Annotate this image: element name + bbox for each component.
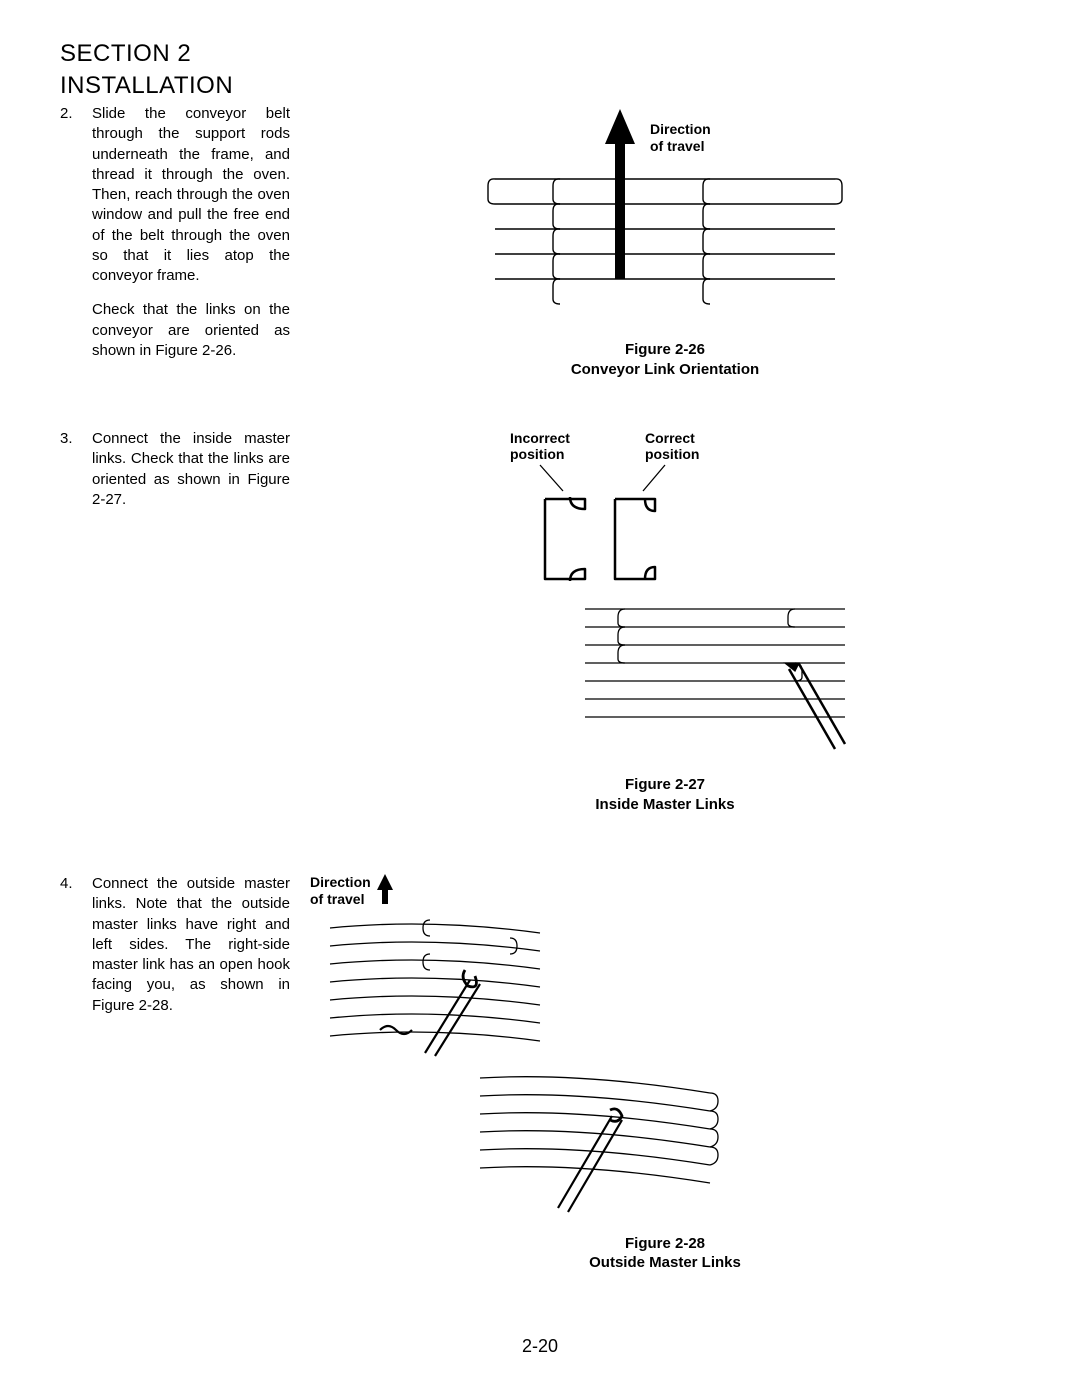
fig28-caption-1: Figure 2-28 bbox=[589, 1234, 741, 1254]
row-step-4: 4. Connect the outside master links. Not… bbox=[60, 874, 1020, 1273]
step-3-para-1: Connect the inside master links. Check t… bbox=[92, 429, 290, 510]
step-4-number: 4. bbox=[60, 874, 80, 1016]
fig27-correct-l1: Correct bbox=[645, 430, 695, 446]
step-2-number: 2. bbox=[60, 104, 80, 361]
fig27-incorrect-l1: Incorrect bbox=[510, 430, 570, 446]
figure-2-26: Direction of travel bbox=[310, 104, 1020, 379]
step-3-number: 3. bbox=[60, 429, 80, 510]
step-4-para-1: Connect the outside master links. Note t… bbox=[92, 874, 290, 1016]
fig26-caption-2: Conveyor Link Orientation bbox=[571, 360, 759, 380]
step-2-para-2: Check that the links on the conveyor are… bbox=[92, 300, 290, 361]
row-step-2: 2. Slide the conveyor belt through the s… bbox=[60, 104, 1020, 379]
fig28-travel-label: of travel bbox=[310, 891, 371, 908]
fig28-arrow-icon bbox=[377, 874, 393, 904]
fig28-direction-label: Direction bbox=[310, 874, 371, 891]
figure-2-27-svg: Incorrect position Correct position bbox=[465, 429, 865, 769]
fig27-incorrect-l2: position bbox=[510, 446, 564, 462]
fig27-correct-l2: position bbox=[645, 446, 699, 462]
fig26-caption-1: Figure 2-26 bbox=[571, 340, 759, 360]
fig27-caption-2: Inside Master Links bbox=[595, 795, 734, 815]
fig26-direction-label: Direction bbox=[650, 121, 711, 137]
row-step-3: 3. Connect the inside master links. Chec… bbox=[60, 429, 1020, 814]
fig28-caption-2: Outside Master Links bbox=[589, 1253, 741, 1273]
fig27-caption-1: Figure 2-27 bbox=[595, 775, 734, 795]
figure-2-26-svg: Direction of travel bbox=[465, 104, 865, 334]
page-number: 2-20 bbox=[522, 1336, 558, 1357]
figure-2-28: Direction of travel bbox=[310, 874, 1020, 1273]
figure-2-28-svg bbox=[310, 908, 730, 1228]
figure-2-27: Incorrect position Correct position bbox=[310, 429, 1020, 814]
section-title: INSTALLATION bbox=[60, 72, 1020, 100]
fig26-travel-label: of travel bbox=[650, 138, 704, 154]
step-2-para-1: Slide the conveyor belt through the supp… bbox=[92, 104, 290, 286]
section-number: SECTION 2 bbox=[60, 40, 1020, 68]
